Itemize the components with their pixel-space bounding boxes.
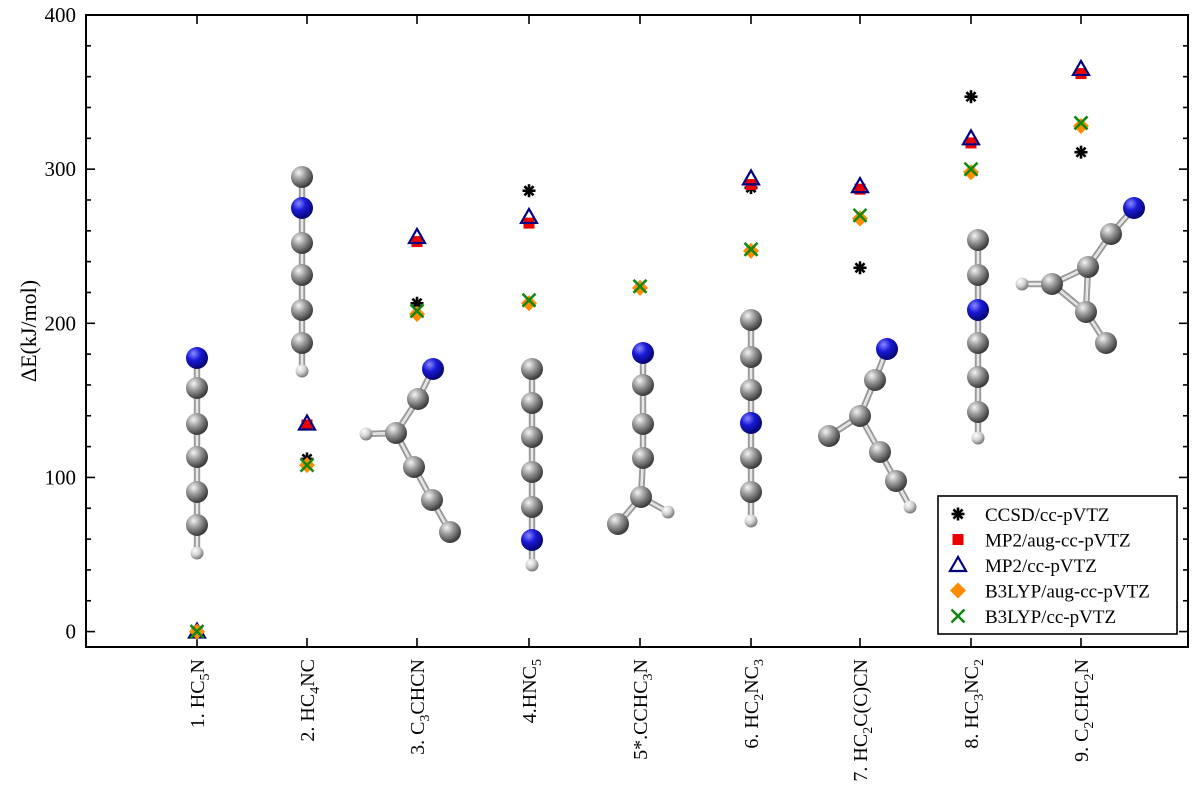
data-point <box>299 457 315 473</box>
molecule-7 <box>818 338 917 514</box>
legend-item: CCSD/cc-pVTZ <box>951 505 1110 526</box>
data-point <box>297 413 317 431</box>
data-point <box>521 295 537 312</box>
x-tick-label: 9. C2CHC2N <box>1071 659 1097 762</box>
molecule-1 <box>186 347 208 560</box>
x-tick-label: 1. HC5N <box>187 659 213 728</box>
data-point <box>743 241 759 257</box>
series-3 <box>187 58 1091 639</box>
legend-marker <box>950 582 966 599</box>
data-point <box>965 137 977 149</box>
legend-item: MP2/aug-cc-pVTZ <box>952 531 1131 552</box>
data-point <box>961 128 981 146</box>
data-point <box>852 210 868 227</box>
data-point <box>1073 117 1089 134</box>
data-point <box>741 168 761 186</box>
data-point <box>963 161 979 177</box>
plot-frame <box>85 14 1189 648</box>
molecule-9 <box>1015 197 1145 354</box>
legend-label: MP2/aug-cc-pVTZ <box>985 531 1131 552</box>
legend-marker <box>948 554 968 573</box>
legend-label: CCSD/cc-pVTZ <box>985 505 1110 526</box>
x-tick-label: 4.HNC5 <box>519 659 545 723</box>
data-point <box>407 226 427 245</box>
data-point <box>1071 58 1091 77</box>
molecule-6 <box>740 309 762 528</box>
x-tick-label: 5*.CCHC3N <box>630 659 656 760</box>
x-tick-label: 8. HC3NC2 <box>961 659 987 749</box>
legend-label: MP2/cc-pVTZ <box>985 556 1097 577</box>
data-point <box>189 624 205 640</box>
data-point <box>521 292 537 308</box>
molecule-3 <box>359 358 461 543</box>
legend-label: B3LYP/aug-cc-pVTZ <box>985 582 1150 603</box>
y-tick-label: 300 <box>45 157 77 181</box>
data-point <box>409 303 425 319</box>
molecule-4 <box>521 358 543 572</box>
y-tick-label: 200 <box>45 311 77 335</box>
y-axis-label: ΔE(kJ/mol) <box>16 280 41 382</box>
x-tick-label: 6. HC2NC3 <box>741 659 767 749</box>
data-point <box>301 419 313 431</box>
legend-item: B3LYP/aug-cc-pVTZ <box>950 582 1150 603</box>
legend-marker <box>951 507 965 521</box>
series-5 <box>189 115 1089 640</box>
data-point <box>1075 68 1087 80</box>
legend-box <box>937 495 1178 635</box>
data-point <box>963 164 979 181</box>
molecule-8 <box>967 229 989 445</box>
legend-item: MP2/cc-pVTZ <box>948 554 1097 577</box>
data-point <box>854 183 866 195</box>
legend-marker <box>952 534 964 545</box>
data-point <box>632 278 648 294</box>
legend-item: B3LYP/cc-pVTZ <box>950 607 1116 628</box>
legend-marker <box>950 608 966 624</box>
legend-label: B3LYP/cc-pVTZ <box>985 607 1116 628</box>
axes: 0 100 200 300 400 ΔE(kJ/mol) 1. HC5N 2. HC4NC 3.… <box>16 3 1189 782</box>
data-point <box>411 236 423 248</box>
y-tick-label: 0 <box>66 620 77 644</box>
x-tick-label: 7. HC2C(C)CN <box>850 659 876 782</box>
data-point <box>852 207 868 223</box>
molecule-illustrations <box>186 166 1145 572</box>
data-point <box>519 206 539 225</box>
data-markers <box>187 58 1091 640</box>
data-point <box>522 184 536 198</box>
legend: CCSD/cc-pVTZ MP2/aug-cc-pVTZ MP2/cc-pVTZ B3… <box>937 495 1178 635</box>
data-point <box>409 306 425 323</box>
y-tick-label: 100 <box>45 465 77 489</box>
data-point <box>850 175 870 194</box>
data-point <box>853 261 867 275</box>
x-tick-label: 2. HC4NC <box>297 659 323 742</box>
molecule-2 <box>291 166 313 378</box>
y-tick-label: 400 <box>45 3 77 27</box>
data-point <box>1073 115 1089 131</box>
data-point <box>964 90 978 104</box>
data-point <box>1074 145 1088 159</box>
molecule-5 <box>607 342 675 535</box>
x-tick-label: 3. C3CHCN <box>407 659 433 755</box>
